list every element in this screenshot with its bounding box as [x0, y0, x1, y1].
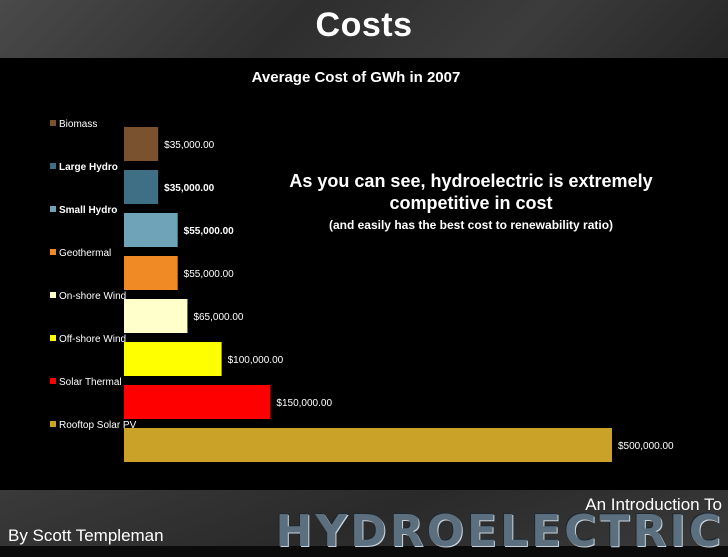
- legend-swatch: [50, 335, 56, 341]
- data-label: $100,000.00: [228, 355, 284, 366]
- legend-swatch: [50, 421, 56, 427]
- legend-swatch: [50, 120, 56, 126]
- bar: [124, 385, 271, 419]
- legend-label: Large Hydro: [59, 162, 118, 173]
- data-label: $500,000.00: [618, 441, 674, 452]
- bar: [124, 213, 178, 247]
- legend-label: Solar Thermal: [59, 377, 122, 388]
- footer-author: By Scott Templeman: [8, 526, 164, 545]
- bar: [124, 428, 612, 462]
- legend-swatch: [50, 292, 56, 298]
- bar: [124, 256, 178, 290]
- bar: [124, 342, 222, 376]
- bar: [124, 299, 188, 333]
- callout-sub-text: (and easily has the best cost to renewab…: [328, 218, 614, 232]
- legend-swatch: [50, 163, 56, 169]
- data-label: $55,000.00: [184, 226, 234, 237]
- data-label: $35,000.00: [164, 140, 214, 151]
- bar: [124, 127, 159, 161]
- title-band: [0, 0, 728, 58]
- callout-main-text: As you can see, hydroelectric is extreme…: [289, 171, 653, 213]
- chart-title: Average Cost of GWh in 2007: [252, 69, 461, 86]
- legend-swatch: [50, 378, 56, 384]
- legend-label: Rooftop Solar PV: [59, 420, 137, 431]
- legend-label: Small Hydro: [59, 205, 117, 216]
- data-label: $55,000.00: [184, 269, 234, 280]
- data-label: $65,000.00: [193, 312, 243, 323]
- callout: As you can see, hydroelectric is extreme…: [252, 170, 690, 232]
- footer-brand-logo: HYDROELECTRIC: [275, 506, 724, 557]
- chart-area: Average Cost of GWh in 2007 Biomass $35,00…: [0, 58, 728, 490]
- legend-swatch: [50, 206, 56, 212]
- legend-label: On-shore Wind: [59, 291, 126, 302]
- footer-intro: An Introduction To: [585, 495, 722, 514]
- legend-label: Off-shore Wind: [59, 334, 126, 345]
- legend-label: Geothermal: [59, 248, 111, 259]
- legend-swatch: [50, 249, 56, 255]
- data-label: $150,000.00: [276, 398, 332, 409]
- cost-bar-chart: Average Cost of GWh in 2007 Biomass $35,00…: [50, 69, 674, 462]
- footer-band: [0, 490, 728, 546]
- bar: [124, 170, 159, 204]
- slide-title: Costs: [315, 6, 413, 44]
- data-label: $35,000.00: [164, 183, 214, 194]
- legend-label: Biomass: [59, 119, 97, 130]
